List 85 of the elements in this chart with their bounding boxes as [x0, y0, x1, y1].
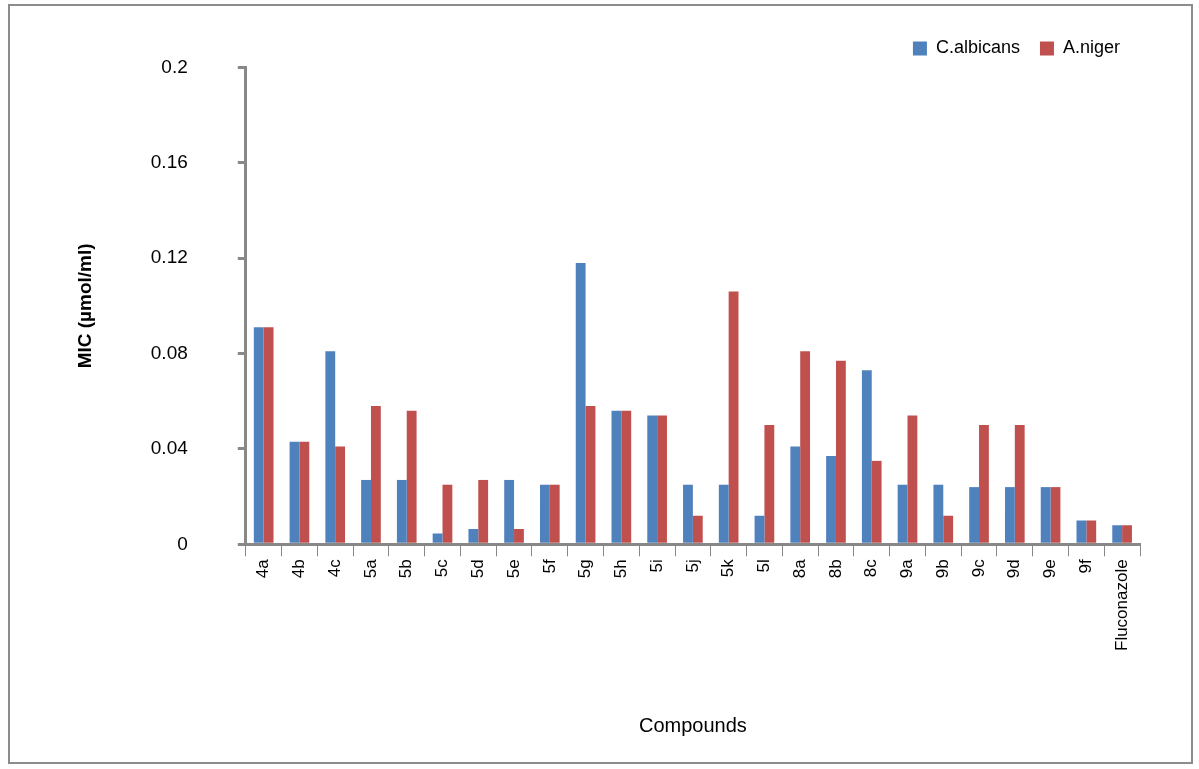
x-tick-label: 9a: [897, 558, 917, 579]
bar: [979, 425, 989, 543]
bar: [1004, 487, 1015, 543]
x-tick-label: 5f: [539, 559, 559, 574]
x-tick-label: 5i: [646, 559, 666, 573]
bar: [1076, 520, 1087, 543]
x-tick-label: 9b: [932, 559, 952, 579]
bar: [764, 425, 775, 543]
x-tick-label: 5c: [432, 558, 452, 578]
bar: [396, 479, 407, 543]
x-tick-label: 4a: [253, 558, 273, 579]
bar: [897, 484, 908, 543]
x-tick-label: 9e: [1040, 559, 1060, 579]
bar: [800, 351, 811, 543]
bar: [289, 441, 300, 543]
x-tick-label: 5d: [467, 559, 487, 579]
x-tick-label: 5h: [611, 559, 631, 579]
bar: [539, 484, 550, 543]
x-axis-title: Compounds: [638, 713, 747, 736]
y-tick-label: 0.12: [150, 246, 188, 268]
bar: [514, 529, 524, 543]
x-tick-label: 5g: [575, 559, 595, 579]
legend-label: A.niger: [1062, 37, 1121, 58]
y-tick-label: 0.16: [150, 151, 188, 173]
y-tick-label: 0.04: [150, 437, 189, 459]
bar: [263, 327, 274, 543]
bar: [406, 410, 417, 543]
x-tick-label: 5l: [754, 559, 774, 573]
bar: [549, 484, 560, 543]
bar: [575, 262, 586, 543]
bar: [871, 460, 882, 543]
x-tick-label: 8a: [789, 558, 809, 579]
bar: [907, 415, 918, 543]
bar: [718, 484, 729, 543]
bar: [728, 291, 739, 543]
bar: [647, 415, 658, 543]
bar: [335, 446, 346, 543]
x-tick-label: 9f: [1076, 559, 1096, 574]
bar: [1122, 525, 1132, 543]
y-tick-label: 0.08: [150, 341, 188, 363]
bar: [253, 327, 264, 543]
bar: [692, 515, 703, 543]
bar: [1040, 487, 1051, 543]
bar: [361, 479, 371, 543]
bar: [432, 533, 443, 543]
bar: [933, 484, 944, 543]
y-tick-label: 0: [177, 532, 188, 554]
x-tick-label: 4b: [289, 559, 309, 579]
bar: [683, 484, 693, 543]
bar: [1014, 425, 1025, 543]
bar: [826, 456, 836, 543]
bar: [835, 360, 846, 543]
x-tick-label: 5b: [396, 559, 416, 579]
x-tick-label: 5j: [682, 559, 702, 573]
y-tick-label: 0.2: [161, 55, 188, 77]
bar: [969, 487, 980, 543]
x-tick-label: 4c: [324, 558, 344, 578]
bar: [943, 515, 954, 543]
bar: [585, 406, 596, 543]
bar: [478, 479, 489, 543]
bar: [861, 370, 872, 543]
bar: [621, 410, 632, 543]
x-tick-label: 5a: [360, 558, 380, 579]
bar: [504, 479, 515, 543]
bar: [1112, 525, 1123, 543]
bar: [790, 446, 801, 543]
y-axis-title: MIC (µmol/ml): [73, 243, 95, 369]
x-tick-label: 5e: [503, 559, 523, 579]
bar: [370, 406, 381, 543]
x-tick-label: 9d: [1004, 559, 1024, 579]
x-tick-label: 5k: [718, 558, 738, 578]
bar: [1050, 487, 1061, 543]
bar: [754, 515, 765, 543]
bar: [1086, 520, 1097, 543]
x-tick-label: 8c: [861, 558, 881, 578]
bar: [325, 351, 336, 543]
x-tick-label: 8b: [825, 559, 845, 579]
legend-label: C.albicans: [935, 37, 1020, 58]
bar: [611, 410, 622, 543]
x-tick-label: 9c: [968, 558, 988, 578]
bar: [468, 529, 479, 543]
bar: [299, 441, 310, 543]
x-tick-label: Fluconazole: [1111, 559, 1131, 652]
bar: [442, 484, 453, 543]
bar: [657, 415, 667, 543]
